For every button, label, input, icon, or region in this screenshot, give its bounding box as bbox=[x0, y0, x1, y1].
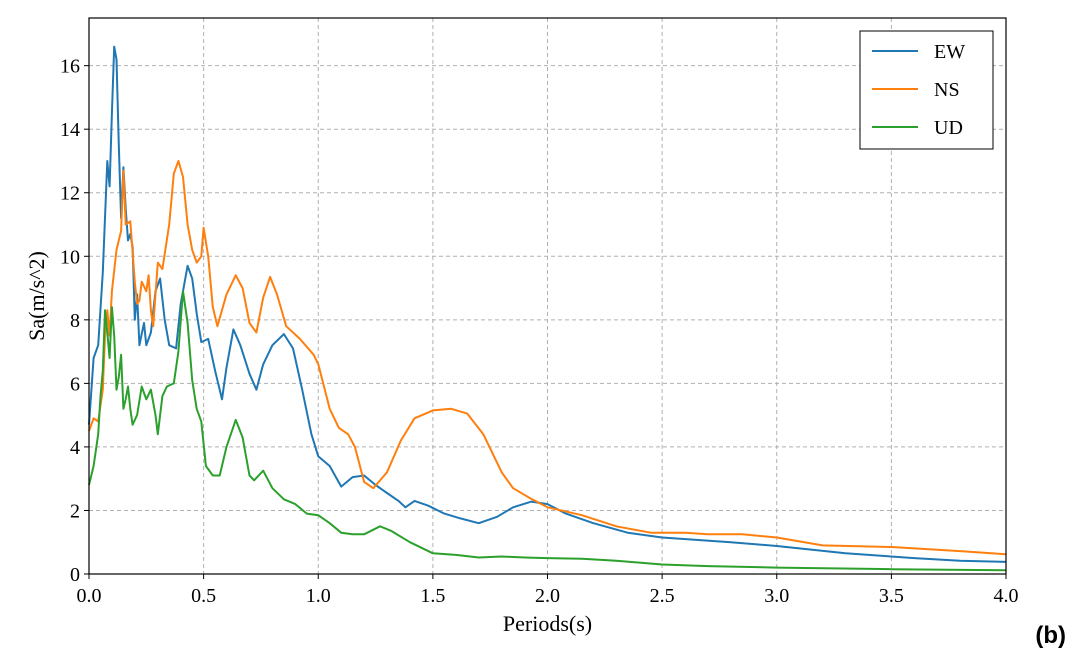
legend-label-ew: EW bbox=[934, 41, 965, 63]
axis-ticks: 0.0 0.5 1.0 1.5 2.0 2.5 3.0 3.5 4.0 0 2 4 6 8 10 12 14 16 bbox=[60, 56, 1019, 607]
y-axis-title: Sa(m/s^2) bbox=[24, 251, 49, 341]
legend-label-ud: UD bbox=[934, 117, 963, 139]
x-tick-label: 3.0 bbox=[764, 585, 789, 607]
legend-label-ns: NS bbox=[934, 79, 960, 101]
x-tick-label: 0.0 bbox=[77, 585, 102, 607]
x-tick-label: 3.5 bbox=[879, 585, 904, 607]
y-tick-label: 6 bbox=[70, 373, 80, 395]
grid bbox=[89, 18, 1006, 574]
x-axis-title: Periods(s) bbox=[503, 611, 592, 636]
y-tick-label: 16 bbox=[60, 56, 80, 78]
y-tick-label: 2 bbox=[70, 500, 80, 522]
y-tick-label: 14 bbox=[60, 119, 80, 141]
x-tick-label: 0.5 bbox=[191, 585, 216, 607]
x-tick-label: 2.5 bbox=[650, 585, 675, 607]
y-tick-label: 12 bbox=[60, 183, 80, 205]
y-tick-label: 8 bbox=[70, 310, 80, 332]
x-tick-label: 1.0 bbox=[306, 585, 331, 607]
y-tick-label: 0 bbox=[70, 564, 80, 586]
series-lines bbox=[88, 45, 1007, 572]
x-tick-label: 1.5 bbox=[420, 585, 445, 607]
panel-label: (b) bbox=[1035, 622, 1066, 649]
x-tick-label: 4.0 bbox=[994, 585, 1019, 607]
x-tick-label: 2.0 bbox=[535, 585, 560, 607]
series-line-ud bbox=[88, 290, 1007, 572]
legend: EW NS UD bbox=[859, 30, 994, 150]
series-line-ns bbox=[88, 160, 1007, 556]
y-tick-label: 4 bbox=[70, 437, 80, 459]
y-tick-label: 10 bbox=[60, 246, 80, 268]
